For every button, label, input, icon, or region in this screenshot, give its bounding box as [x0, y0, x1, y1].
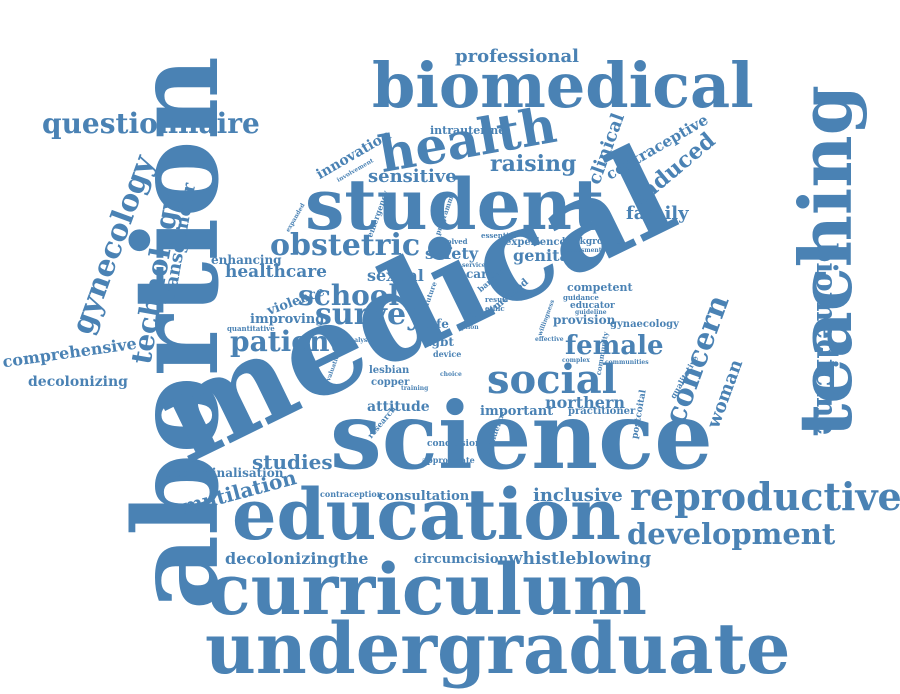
word-student: student: [305, 163, 605, 246]
word-gynaecology: gynaecology: [610, 319, 679, 330]
word-guidance: guidance: [563, 293, 599, 302]
word-curriculum: curriculum: [208, 548, 647, 631]
word-quantitative: quantitative: [227, 324, 275, 333]
word-assessment: assessment: [563, 247, 602, 254]
word-whistleblowing: whistleblowing: [508, 549, 652, 569]
word-safety: safety: [425, 244, 479, 263]
word-communities: communities: [605, 359, 649, 366]
word-patient: patient: [230, 325, 343, 358]
word-improving: improving: [250, 312, 325, 327]
word-science: science: [330, 382, 713, 490]
word-lesbian: lesbian: [369, 365, 410, 376]
word-consultation: consultation: [378, 489, 470, 504]
word-educator: educator: [570, 301, 615, 311]
word-development: development: [627, 517, 836, 551]
word-important: important: [480, 404, 554, 419]
word-studies: studies: [252, 450, 333, 474]
word-service: service: [462, 262, 486, 269]
word-northern: northern: [545, 393, 625, 412]
word-copper: copper: [371, 377, 410, 388]
word-biomedical: biomedical: [372, 49, 754, 122]
word-intrauterine: intrauterine: [430, 124, 506, 137]
word-decolonizing: decolonizing: [28, 374, 128, 390]
word-decriminalisation: decriminalisation: [165, 466, 284, 480]
word-option: option: [457, 324, 479, 331]
word-right: right: [466, 312, 483, 319]
word-lgbt: lgbt: [427, 335, 454, 349]
word-contraception: contraception: [320, 489, 383, 499]
word-experience: experience: [505, 237, 566, 248]
word-questionnaire: questionnaire: [42, 107, 260, 140]
word-undergraduate: undergraduate: [205, 607, 791, 690]
word-practitioner: practitioner: [568, 406, 636, 417]
word-raising: raising: [490, 151, 577, 177]
word-background: background: [562, 237, 623, 247]
word-competent: competent: [567, 281, 633, 294]
word-biomedicine: biomedicine: [810, 242, 844, 436]
word-involved: involved: [435, 237, 468, 246]
word-conclusion: conclusion: [427, 439, 482, 449]
word-reproductive: reproductive: [630, 474, 900, 519]
word-analysis: analysis: [346, 337, 373, 344]
word-result: result: [485, 295, 509, 304]
word-enhancing: enhancing: [211, 253, 282, 267]
word-obstetric: obstetric: [270, 228, 421, 263]
word-appropriate: appropriate: [422, 455, 475, 465]
word-education: education: [232, 473, 621, 556]
word-device: device: [433, 349, 462, 359]
word-healthcare: healthcare: [225, 262, 327, 282]
word-social: social: [487, 356, 617, 403]
word-essential: essential: [481, 231, 516, 240]
word-choice: choice: [440, 371, 462, 378]
word-survey: survey: [315, 297, 424, 332]
word-professional: professional: [455, 46, 579, 67]
word-school: school: [298, 279, 400, 312]
word-attitude: attitude: [367, 399, 430, 415]
word-effective: effective: [535, 336, 564, 343]
word-female: female: [565, 331, 664, 361]
word-training: training: [401, 385, 429, 392]
word-family: family: [626, 203, 689, 224]
word-sensitive: sensitive: [368, 166, 457, 187]
word-complex: complex: [562, 357, 590, 364]
word-guideline: guideline: [575, 309, 607, 316]
word-genital: genital: [513, 246, 576, 265]
word-care: care: [466, 267, 496, 281]
word-sexual: sexual: [367, 266, 424, 285]
word-life: life: [427, 317, 449, 331]
word-provision: provision: [553, 313, 616, 327]
word-decolonizingthe: decolonizingthe: [225, 549, 369, 568]
word-ethic: ethic: [485, 304, 505, 313]
word-circumcision: circumcision: [414, 552, 509, 567]
word-inclusive: inclusive: [533, 485, 623, 506]
